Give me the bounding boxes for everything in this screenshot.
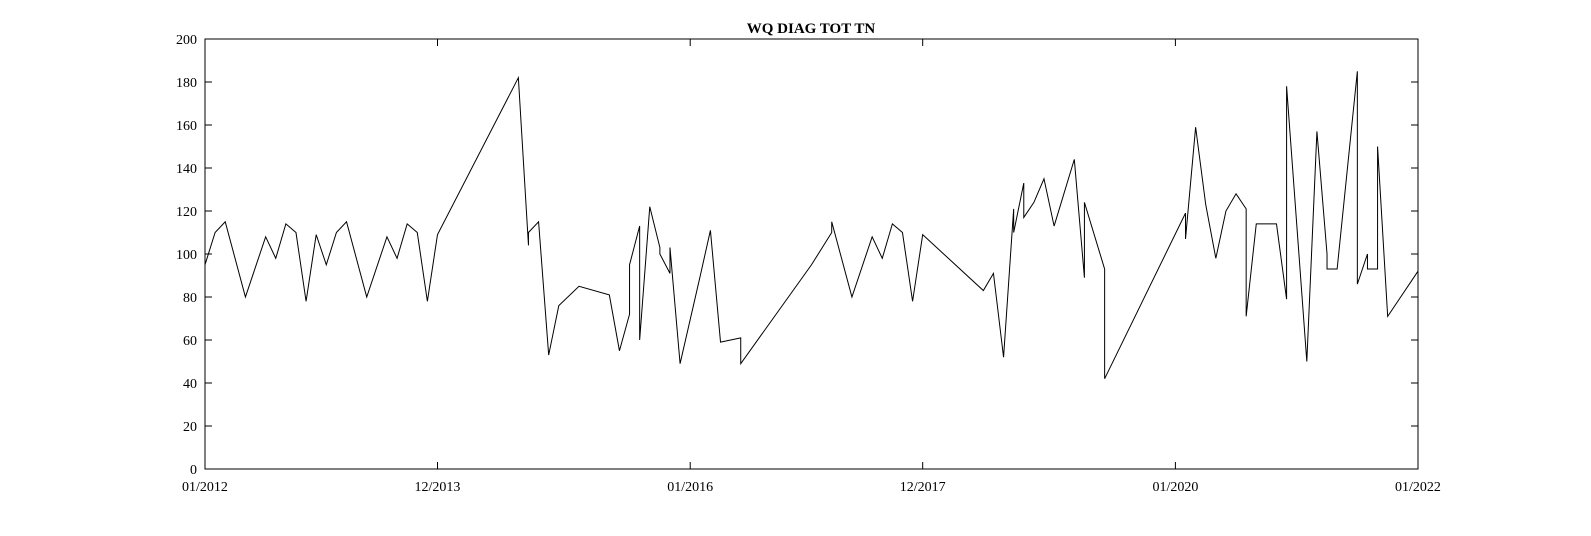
- x-tick-label: 01/2012: [182, 480, 228, 495]
- x-tick-label: 12/2013: [415, 480, 461, 495]
- chart-title: WQ DIAG TOT TN: [747, 21, 876, 37]
- x-tick-label: 12/2017: [900, 480, 946, 495]
- y-tick-label: 200: [176, 33, 197, 48]
- y-tick-label: 120: [176, 205, 197, 220]
- y-tick-label: 100: [176, 248, 197, 263]
- y-tick-label: 140: [176, 162, 197, 177]
- y-tick-label: 160: [176, 119, 197, 134]
- x-tick-label: 01/2020: [1152, 480, 1198, 495]
- y-tick-label: 0: [190, 463, 197, 478]
- y-tick-label: 60: [183, 334, 197, 349]
- y-tick-label: 20: [183, 420, 197, 435]
- y-tick-label: 180: [176, 76, 197, 91]
- y-tick-label: 80: [183, 291, 197, 306]
- x-tick-label: 01/2022: [1395, 480, 1441, 495]
- x-tick-label: 01/2016: [667, 480, 713, 495]
- data-line: [204, 71, 1419, 379]
- y-tick-label: 40: [183, 377, 197, 392]
